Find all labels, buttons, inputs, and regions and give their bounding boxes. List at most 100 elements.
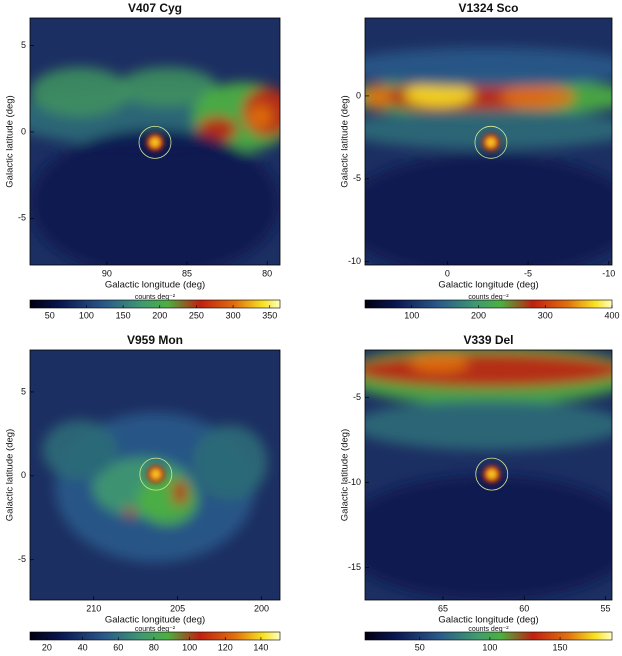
colorbar [364, 299, 613, 309]
y-tick-label: -5 [18, 213, 26, 223]
colorbar-tick-label: 200 [471, 310, 486, 320]
x-tick-label: 60 [519, 603, 529, 613]
emission-blob [500, 84, 575, 110]
colorbar-tick-label: 100 [79, 310, 94, 320]
panel: V1324 Sco 0 -5 -10 0 -5 -10 Galactic longitude … [340, 1, 620, 320]
panel-title: V407 Cyg [128, 1, 182, 15]
emission-blob [30, 67, 130, 117]
source-circle [475, 457, 509, 491]
colorbar-tick-label: 40 [78, 642, 88, 652]
y-tick-label: 0 [21, 126, 26, 136]
emission-blob [404, 82, 474, 107]
colorbar-tick-label: 350 [262, 310, 277, 320]
panel: V959 Mon 210 205 200 5 0 -5 Galactic longitude … [5, 333, 281, 652]
x-axis-label: Galactic longitude (deg) [438, 615, 538, 626]
colorbar-tick-label: 50 [45, 310, 55, 320]
y-tick-label: 5 [21, 386, 26, 396]
colorbar-tick-label: 300 [538, 310, 553, 320]
source-circle [138, 125, 172, 159]
colorbar-label: counts deg⁻² [468, 626, 509, 633]
x-tick-label: 85 [182, 268, 192, 278]
colorbar-tick-label: 100 [482, 642, 497, 652]
x-tick-label: 90 [102, 268, 112, 278]
x-tick-label: 210 [86, 603, 101, 613]
y-axis-label: Galactic latitude (deg) [5, 95, 16, 187]
emission-blob [365, 109, 612, 149]
emission-blob [365, 153, 612, 265]
x-tick-label: -10 [602, 268, 615, 278]
source-core [486, 469, 497, 480]
source-core [150, 469, 161, 480]
count-map [30, 350, 280, 600]
x-axis-label: Galactic longitude (deg) [105, 615, 205, 626]
source [482, 465, 501, 484]
x-tick-label: 0 [445, 268, 450, 278]
y-tick-label: -5 [353, 173, 361, 183]
axes-frame [364, 17, 613, 266]
colorbar-tick-label: 150 [116, 310, 131, 320]
source [481, 133, 500, 152]
y-tick-label: -10 [348, 256, 361, 266]
emission-blob [42, 420, 118, 480]
source-circle [474, 125, 508, 159]
colorbar [29, 299, 281, 309]
colorbar-label: counts deg⁻² [135, 294, 176, 301]
emission-blob [117, 67, 218, 107]
colorbar-tick-label: 150 [553, 642, 568, 652]
emission [365, 350, 612, 600]
count-map [365, 350, 612, 600]
y-tick-label: 0 [356, 90, 361, 100]
colorbar [29, 631, 281, 641]
colorbar [364, 631, 613, 641]
panel: V339 Del 65 60 55 -5 -10 -15 Galactic longitude… [340, 333, 613, 652]
colorbar-tick-label: 120 [218, 642, 233, 652]
source [146, 465, 165, 484]
source-circle [139, 457, 173, 491]
emission-blob [137, 475, 198, 525]
colorbar-tick-label: 100 [182, 642, 197, 652]
axes-frame [29, 349, 281, 601]
colorbar-tick-label: 50 [415, 642, 425, 652]
emission-blob [365, 400, 612, 450]
x-axis-label: Galactic longitude (deg) [105, 280, 205, 291]
emission [42, 412, 268, 563]
x-axis-label: Galactic longitude (deg) [438, 280, 538, 291]
y-axis-label: Galactic latitude (deg) [340, 95, 351, 187]
colorbar-tick-label: 200 [152, 310, 167, 320]
count-map [365, 18, 612, 265]
x-tick-label: 200 [254, 603, 269, 613]
emission-blob [365, 47, 612, 88]
y-tick-label: -5 [18, 554, 26, 564]
emission-blob [409, 352, 469, 373]
x-tick-label: 205 [170, 603, 185, 613]
y-tick-label: 0 [21, 470, 26, 480]
panel-title: V339 Del [463, 333, 513, 347]
emission [30, 67, 280, 265]
colorbar-tick-label: 400 [604, 310, 619, 320]
emission-blob [247, 104, 273, 130]
colorbar-tick-label: 250 [189, 310, 204, 320]
count-map [30, 18, 280, 265]
emission-blob [365, 475, 612, 600]
emission-blob [172, 480, 188, 505]
colorbar-tick-label: 60 [113, 642, 123, 652]
y-tick-label: -15 [348, 562, 361, 572]
axes-frame [29, 17, 281, 266]
x-tick-label: -5 [524, 268, 532, 278]
y-tick-label: -5 [353, 392, 361, 402]
colorbar-tick-label: 80 [149, 642, 159, 652]
x-tick-label: 80 [262, 268, 272, 278]
x-tick-label: 55 [600, 603, 610, 613]
emission-blob [197, 116, 238, 142]
colorbar-label: counts deg⁻² [135, 626, 176, 633]
colorbar-tick-label: 140 [253, 642, 268, 652]
emission-blob [365, 84, 393, 110]
source-core [150, 137, 160, 148]
emission-blob [365, 352, 612, 388]
emission-blob [125, 507, 135, 518]
source [146, 133, 164, 152]
source-core [485, 137, 496, 148]
y-axis-label: Galactic latitude (deg) [5, 429, 16, 521]
colorbar-tick-label: 20 [42, 642, 52, 652]
